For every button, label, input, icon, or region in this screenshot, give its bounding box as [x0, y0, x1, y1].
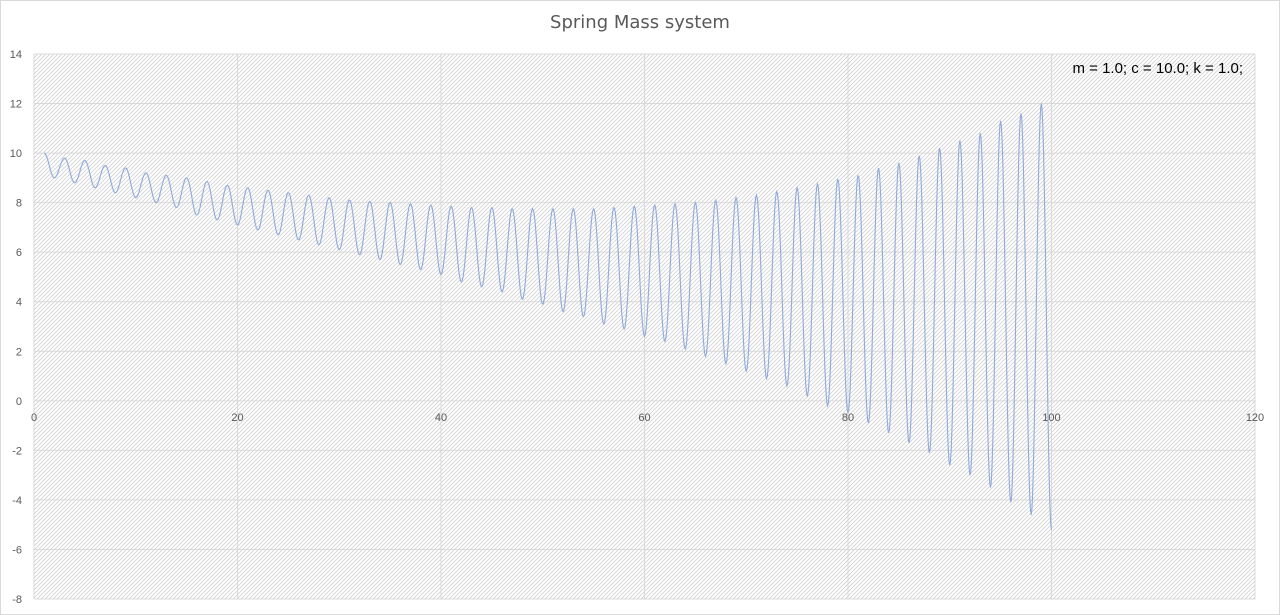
- y-tick-label: -4: [12, 495, 22, 507]
- y-tick-label: 0: [16, 396, 22, 408]
- y-tick-label: 14: [10, 49, 22, 61]
- x-tick-label: 40: [435, 412, 447, 424]
- tick-labels: -8 -6 -4 -2 0 2 4 6 8 10 12 14 0 20 40 60 80 100 120: [10, 49, 1264, 606]
- y-tick-label: -8: [12, 594, 22, 606]
- y-tick-label: 8: [16, 198, 22, 210]
- parameter-annotation: m = 1.0; c = 10.0; k = 1.0;: [1072, 60, 1243, 77]
- y-tick-label: 10: [10, 148, 22, 160]
- y-tick-label: 12: [10, 99, 22, 111]
- y-tick-label: -2: [12, 445, 22, 457]
- y-tick-label: 2: [16, 346, 22, 358]
- x-tick-label: 20: [231, 412, 243, 424]
- series-line: [43, 103, 1053, 530]
- series-layer: [43, 103, 1053, 530]
- y-tick-label: 4: [16, 297, 22, 309]
- y-tick-label: 6: [16, 247, 22, 259]
- x-tick-label: 60: [638, 412, 650, 424]
- gridlines: [33, 53, 1256, 600]
- x-tick-label: 0: [31, 412, 37, 424]
- y-tick-label: -6: [12, 544, 22, 556]
- x-tick-label: 100: [1042, 412, 1060, 424]
- x-tick-label: 80: [842, 412, 854, 424]
- x-tick-label: 120: [1246, 412, 1264, 424]
- chart-title: Spring Mass system: [550, 12, 730, 33]
